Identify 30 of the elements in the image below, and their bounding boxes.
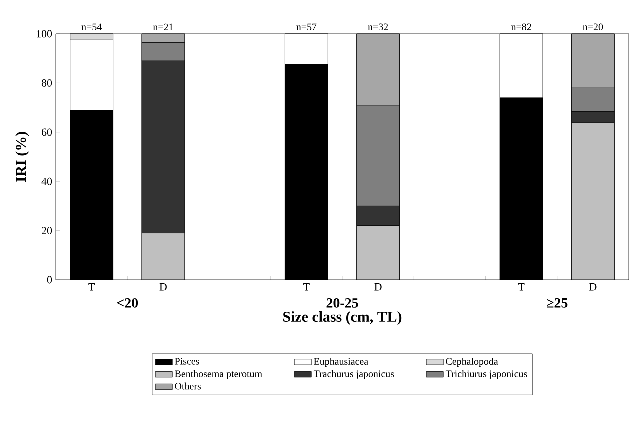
- text: n=21: [153, 24, 174, 30]
- x-tick-label: D: [160, 284, 167, 291]
- y-axis-title: IRI (%): [16, 132, 30, 182]
- x-tick-label: D: [374, 284, 382, 291]
- legend-label: Euphausiacea: [314, 358, 368, 368]
- text: n=32: [368, 24, 388, 30]
- x-tick-label: T: [88, 284, 95, 291]
- text: n=82: [512, 24, 532, 30]
- legend-label: Others: [175, 382, 202, 390]
- x-tick-label: T: [304, 284, 310, 291]
- legend-label: Trichiurus japonicus: [446, 370, 528, 380]
- legend-label: Cephalopoda: [446, 358, 498, 368]
- x-tick-label: D: [590, 284, 597, 291]
- y-tick-label: 60: [42, 128, 52, 136]
- text: ≥25: [547, 298, 568, 308]
- legend-label: Trachurus japonicus: [314, 370, 394, 380]
- y-tick-label: 0: [47, 276, 52, 284]
- text: 20-25: [326, 298, 358, 308]
- legend-label: Benthosema pterotum: [175, 370, 262, 380]
- y-tick-label: 80: [42, 80, 52, 87]
- text: n=54: [82, 24, 102, 30]
- text: n=57: [296, 24, 317, 30]
- text: <20: [117, 298, 138, 308]
- legend-label: Pisces: [175, 358, 200, 365]
- x-tick-label: T: [518, 284, 525, 291]
- x-axis-title: Size class (cm, TL): [284, 312, 402, 326]
- y-tick-label: 20: [42, 227, 52, 234]
- y-tick-label: 100: [37, 30, 52, 38]
- text: n=20: [583, 24, 604, 30]
- y-tick-label: 40: [42, 178, 52, 186]
